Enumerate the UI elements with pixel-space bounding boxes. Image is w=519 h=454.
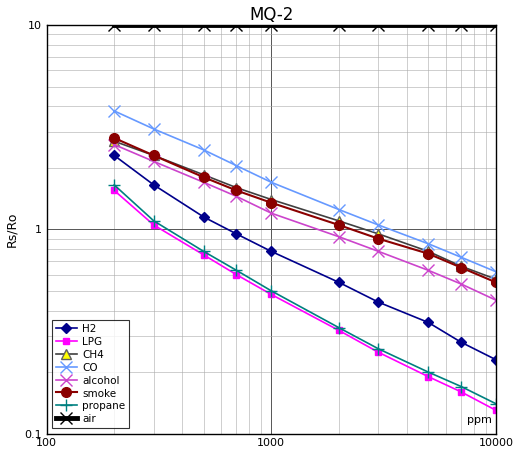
LPG	[458, 389, 465, 395]
CO	[458, 255, 465, 260]
smoke	[111, 135, 117, 141]
propane	[336, 325, 342, 331]
propane	[425, 370, 431, 375]
Line: alcohol: alcohol	[108, 139, 501, 306]
alcohol	[493, 297, 499, 303]
alcohol	[268, 211, 275, 216]
CH4	[493, 276, 499, 282]
Title: MQ-2: MQ-2	[249, 5, 293, 24]
CO	[425, 241, 431, 247]
H2	[493, 357, 499, 362]
LPG	[234, 272, 240, 277]
CH4	[151, 153, 157, 158]
CH4	[458, 263, 465, 269]
CO	[493, 269, 499, 275]
CO	[151, 126, 157, 132]
alcohol	[151, 159, 157, 164]
H2	[375, 300, 381, 305]
LPG	[151, 222, 157, 228]
smoke	[234, 188, 240, 193]
CH4	[200, 172, 207, 178]
Line: air: air	[108, 19, 502, 31]
air	[425, 22, 431, 28]
Line: CO: CO	[108, 105, 501, 277]
LPG	[493, 408, 499, 413]
H2	[111, 153, 117, 158]
Y-axis label: Rs/Ro: Rs/Ro	[6, 212, 19, 247]
H2	[151, 182, 157, 188]
air	[336, 22, 342, 28]
Text: ppm: ppm	[467, 415, 491, 425]
CO	[375, 222, 381, 228]
propane	[268, 288, 275, 294]
smoke	[151, 153, 157, 158]
smoke	[375, 236, 381, 242]
Legend: H2, LPG, CH4, CO, alcohol, smoke, propane, air: H2, LPG, CH4, CO, alcohol, smoke, propan…	[52, 320, 129, 429]
LPG	[111, 188, 117, 193]
propane	[234, 267, 240, 273]
smoke	[458, 265, 465, 270]
CH4	[375, 231, 381, 237]
CH4	[111, 138, 117, 144]
propane	[111, 182, 117, 188]
smoke	[425, 251, 431, 257]
air	[151, 22, 157, 28]
air	[111, 22, 117, 28]
CH4	[425, 249, 431, 254]
smoke	[493, 280, 499, 285]
air	[458, 22, 465, 28]
alcohol	[336, 234, 342, 239]
air	[200, 22, 207, 28]
H2	[425, 320, 431, 325]
Line: LPG: LPG	[111, 187, 499, 414]
propane	[493, 401, 499, 406]
H2	[268, 249, 275, 254]
CO	[200, 147, 207, 153]
smoke	[200, 174, 207, 180]
Line: smoke: smoke	[110, 133, 501, 287]
CH4	[336, 218, 342, 224]
H2	[336, 280, 342, 285]
alcohol	[458, 281, 465, 287]
smoke	[336, 222, 342, 228]
LPG	[336, 328, 342, 333]
air	[375, 22, 381, 28]
propane	[458, 384, 465, 389]
propane	[200, 249, 207, 254]
Line: propane: propane	[108, 179, 501, 410]
CH4	[268, 197, 275, 202]
alcohol	[425, 267, 431, 273]
H2	[200, 214, 207, 220]
CO	[268, 180, 275, 185]
LPG	[425, 374, 431, 380]
alcohol	[375, 249, 381, 254]
smoke	[268, 200, 275, 206]
air	[493, 22, 499, 28]
CH4	[234, 185, 240, 190]
air	[234, 22, 240, 28]
Line: CH4: CH4	[110, 136, 501, 284]
LPG	[268, 292, 275, 297]
CO	[234, 163, 240, 168]
air	[268, 22, 275, 28]
LPG	[200, 252, 207, 257]
CO	[111, 108, 117, 114]
alcohol	[234, 194, 240, 199]
H2	[234, 231, 240, 237]
propane	[151, 218, 157, 224]
LPG	[375, 350, 381, 355]
CO	[336, 207, 342, 212]
alcohol	[111, 142, 117, 147]
alcohol	[200, 180, 207, 185]
H2	[458, 340, 465, 345]
Line: H2: H2	[111, 152, 499, 363]
propane	[375, 346, 381, 351]
